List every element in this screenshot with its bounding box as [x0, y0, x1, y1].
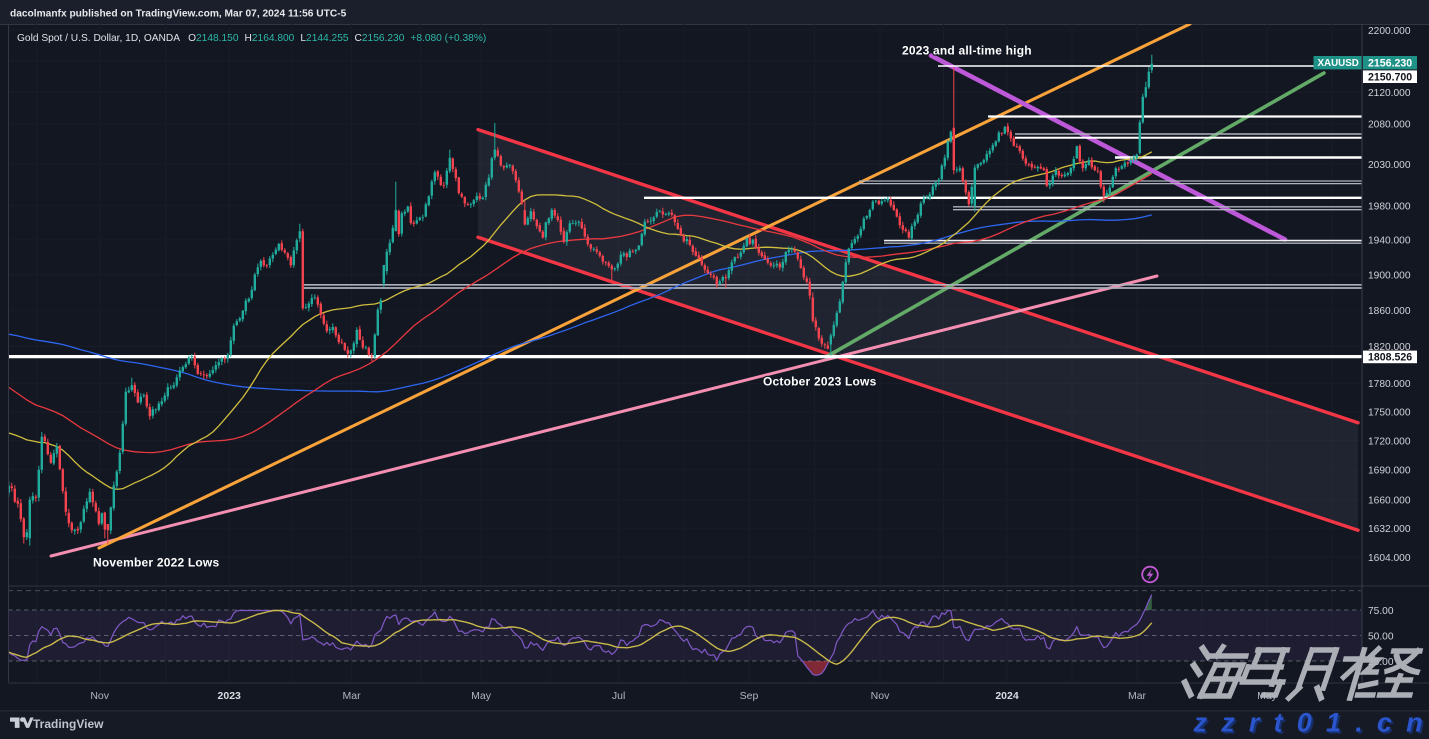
svg-text:2120.000: 2120.000: [1368, 88, 1411, 99]
svg-text:Nov: Nov: [871, 690, 890, 702]
svg-text:November 2022 Lows: November 2022 Lows: [93, 556, 219, 570]
svg-text:zzrt01.cn: zzrt01.cn: [1193, 708, 1429, 738]
svg-text:50.00: 50.00: [1368, 631, 1394, 642]
svg-text:XAUUSD: XAUUSD: [1318, 58, 1359, 69]
svg-text:2030.000: 2030.000: [1368, 160, 1411, 171]
svg-text:1860.000: 1860.000: [1368, 306, 1411, 317]
svg-text:1750.000: 1750.000: [1368, 408, 1411, 419]
svg-text:May: May: [471, 690, 492, 702]
svg-text:2150.700: 2150.700: [1368, 71, 1412, 83]
svg-text:2024: 2024: [995, 690, 1019, 702]
svg-text:1604.000: 1604.000: [1368, 553, 1411, 564]
svg-text:zzrt01.cn: zzrt01.cn: [1195, 710, 1429, 739]
svg-text:1900.000: 1900.000: [1368, 270, 1411, 281]
svg-text:1720.000: 1720.000: [1368, 436, 1411, 447]
svg-text:TradingView: TradingView: [33, 717, 104, 731]
svg-text:75.00: 75.00: [1368, 606, 1394, 617]
svg-text:1660.000: 1660.000: [1368, 496, 1411, 507]
svg-text:2080.000: 2080.000: [1368, 120, 1411, 131]
svg-text:Gold Spot / U.S. Dollar, 1D, O: Gold Spot / U.S. Dollar, 1D, OANDA O2148.…: [17, 33, 486, 44]
svg-text:1820.000: 1820.000: [1368, 342, 1411, 353]
svg-text:1808.526: 1808.526: [1368, 352, 1412, 364]
svg-text:1940.000: 1940.000: [1368, 236, 1411, 247]
svg-text:2023 and all-time high: 2023 and all-time high: [902, 44, 1032, 58]
svg-text:Jul: Jul: [612, 690, 625, 702]
svg-text:2200.000: 2200.000: [1368, 26, 1411, 37]
svg-text:Nov: Nov: [90, 690, 109, 702]
svg-text:2023: 2023: [218, 690, 242, 702]
svg-text:October 2023 Lows: October 2023 Lows: [763, 375, 877, 389]
svg-text:1980.000: 1980.000: [1368, 202, 1411, 213]
svg-text:1780.000: 1780.000: [1368, 379, 1411, 390]
svg-text:1690.000: 1690.000: [1368, 466, 1411, 477]
svg-text:Sep: Sep: [740, 690, 759, 702]
svg-text:Mar: Mar: [1128, 690, 1147, 702]
svg-text:Mar: Mar: [343, 690, 362, 702]
svg-text:2156.230: 2156.230: [1368, 58, 1412, 70]
svg-text:1632.000: 1632.000: [1368, 524, 1411, 535]
svg-text:dacolmanfx published on Tradin: dacolmanfx published on TradingView.com,…: [10, 9, 347, 20]
svg-text:25.00: 25.00: [1368, 657, 1394, 668]
